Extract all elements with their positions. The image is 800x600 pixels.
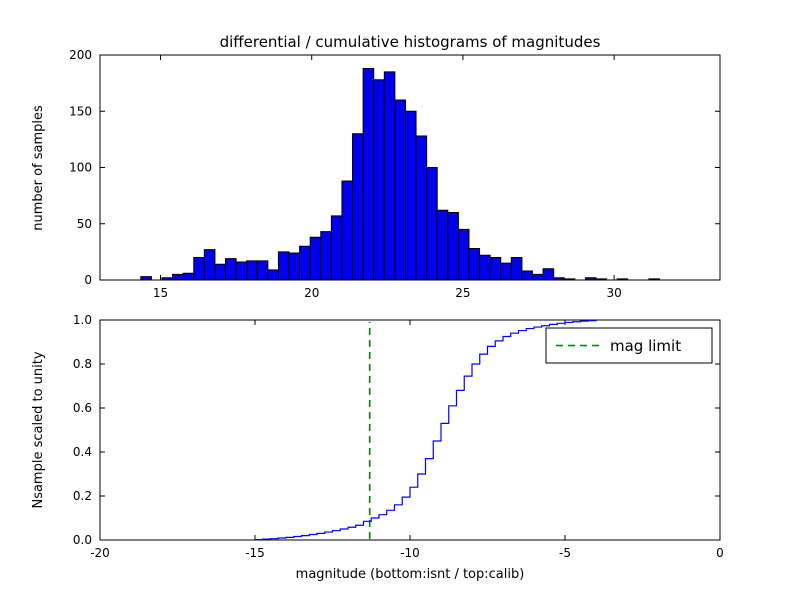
histogram-bar [616, 278, 629, 281]
top-ytick-label: 150 [69, 104, 92, 118]
top-ytick-label: 100 [69, 161, 92, 175]
histogram-bar [256, 260, 269, 281]
histogram-bar [214, 263, 227, 281]
histogram-bar [267, 269, 279, 281]
histogram-bar [341, 180, 354, 281]
histogram-bar [330, 215, 343, 281]
histogram-bar [500, 262, 512, 281]
top-y-axis-label: number of samples [31, 105, 46, 231]
bottom-ytick-label: 1.0 [73, 313, 92, 327]
bottom-xtick-label: -20 [90, 546, 110, 560]
bottom-ytick-label: 0.4 [73, 445, 92, 459]
histogram-bar [277, 251, 290, 281]
top-ytick-label: 50 [77, 217, 92, 231]
bottom-xtick-label: -10 [400, 546, 420, 560]
top-ytick-label: 0 [84, 273, 92, 287]
top-ytick-label: 200 [69, 48, 92, 62]
histogram-bar [404, 110, 417, 281]
histogram-bar [161, 277, 174, 281]
histogram-bar [299, 245, 311, 281]
histogram-bar [246, 260, 258, 281]
histogram-bar [225, 258, 237, 281]
bottom-x-axis-label: magnitude (bottom:isnt / top:calib) [296, 567, 525, 582]
histogram-bar [309, 236, 322, 281]
legend: mag limit [545, 327, 713, 364]
histogram-bar [648, 278, 661, 281]
histogram-bar [235, 261, 248, 281]
legend-label: mag limit [610, 337, 681, 355]
histogram-bar [362, 68, 375, 281]
histogram-bar [436, 209, 449, 281]
histogram-bar [489, 257, 502, 281]
histogram-bar [288, 252, 301, 281]
histogram-bar [373, 79, 385, 281]
bottom-xtick-label: 0 [716, 546, 724, 560]
histogram-bar [182, 272, 195, 281]
histogram-bar [542, 268, 555, 281]
bottom-ytick-label: 0.2 [73, 489, 92, 503]
histogram-bar [595, 278, 608, 281]
histogram-bar [172, 273, 184, 281]
bottom-ytick-label: 0.6 [73, 401, 92, 415]
bottom-xtick-label: -15 [245, 546, 265, 560]
histogram-bar [457, 228, 470, 281]
bottom-ytick-label: 0.0 [73, 533, 92, 547]
plot-render-root: 15 20 25 30 0 50 100 150 200 -20 -15 -10 -5 0 0.0 0.2 0.… [69, 48, 724, 560]
histogram-bar [426, 167, 438, 281]
bottom-xtick-label: -5 [559, 546, 571, 560]
histogram-bar [415, 135, 428, 281]
histogram-bar [521, 270, 533, 281]
histogram-bar [479, 254, 491, 281]
histogram-bar [447, 212, 459, 281]
bottom-ytick-label: 0.8 [73, 357, 92, 371]
histogram-bar [553, 277, 565, 281]
histogram-bar [352, 133, 364, 281]
histogram-bar [563, 278, 576, 281]
top-xtick-label: 30 [607, 286, 622, 300]
histogram-bar [383, 71, 396, 281]
histogram-bar [193, 257, 205, 281]
top-xtick-label: 20 [304, 286, 319, 300]
histogram-bar [584, 277, 597, 281]
histogram-bar [203, 249, 216, 281]
top-xtick-label: 25 [455, 286, 470, 300]
top-histogram [140, 68, 661, 281]
histogram-bar [468, 248, 481, 281]
histogram-bar [394, 99, 406, 281]
figure-title: differential / cumulative histograms of … [220, 33, 601, 51]
histogram-bar [320, 231, 332, 281]
bottom-y-axis-label: Nsample scaled to unity [31, 351, 46, 508]
histogram-bar [531, 273, 544, 281]
histogram-bar [140, 276, 152, 281]
histogram-bar [510, 257, 523, 281]
top-xtick-label: 15 [153, 286, 168, 300]
cumulative-step-curve [255, 320, 597, 541]
